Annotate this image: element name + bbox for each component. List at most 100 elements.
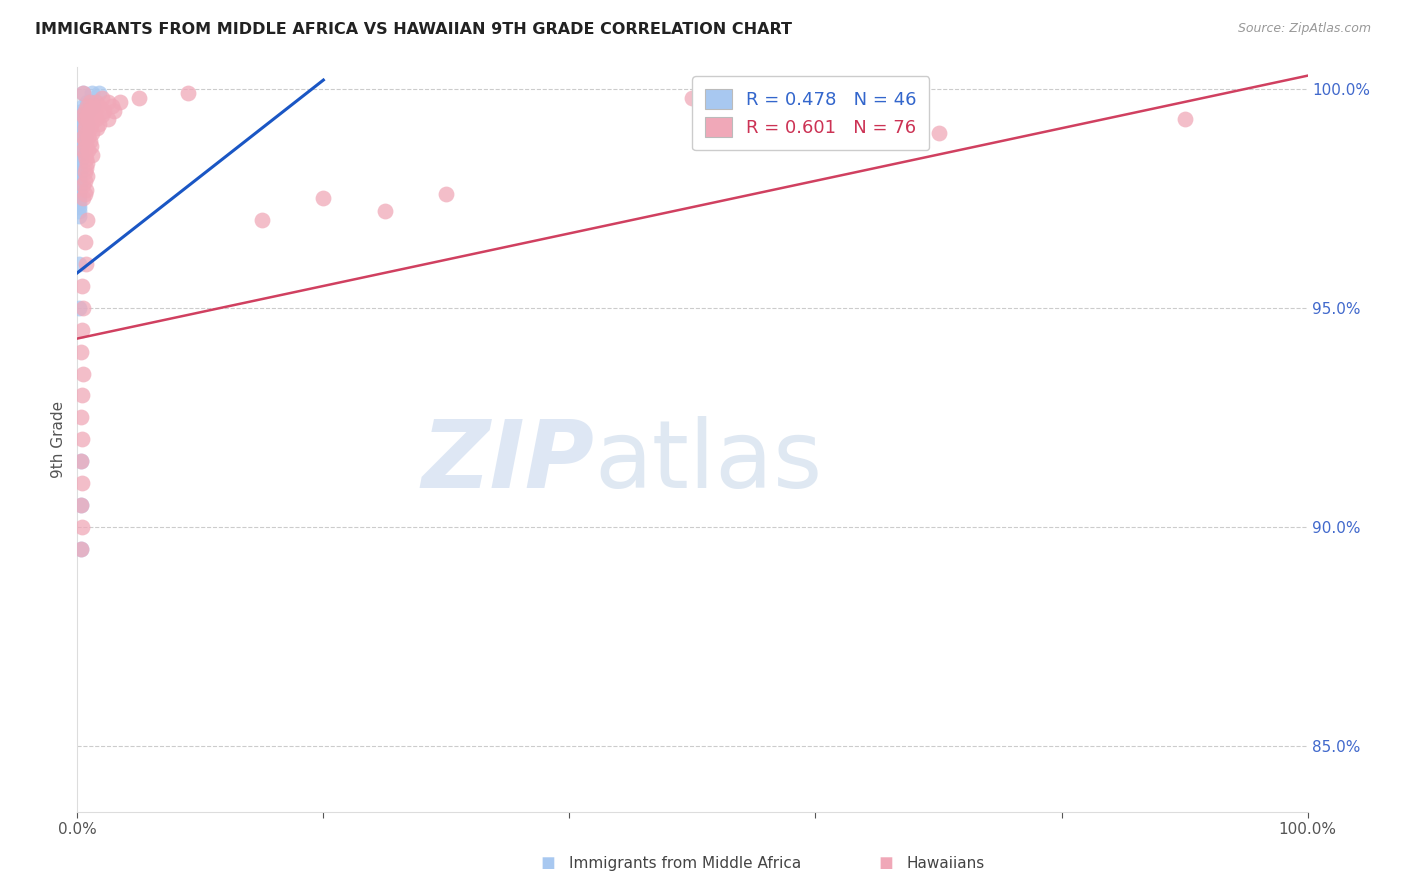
Point: [67, 204, 90, 219]
Point: [67, 183, 90, 197]
Point: [73, 112, 96, 127]
Point: [80, 138, 103, 153]
Point: [69, 165, 91, 179]
Point: [70, 541, 93, 556]
Point: [83, 103, 105, 118]
Point: [67, 195, 90, 210]
Point: [77, 143, 100, 157]
Point: [76, 99, 98, 113]
Point: [79, 95, 101, 109]
Point: [72, 130, 94, 145]
Point: [70, 279, 93, 293]
Point: [72, 191, 94, 205]
Point: [86, 121, 108, 136]
Point: [82, 108, 104, 122]
Point: [73, 112, 96, 127]
Point: [69, 152, 91, 166]
Point: [75, 117, 97, 131]
Point: [75, 152, 97, 166]
Point: [73, 130, 96, 145]
Point: [682, 90, 704, 104]
Point: [73, 174, 96, 188]
Point: [73, 186, 96, 201]
Point: [89, 117, 111, 131]
Point: [82, 147, 104, 161]
Point: [73, 235, 96, 249]
Point: [75, 161, 97, 175]
Point: [76, 108, 98, 122]
Text: Source: ZipAtlas.com: Source: ZipAtlas.com: [1237, 22, 1371, 36]
Point: [70, 147, 93, 161]
Point: [73, 121, 96, 136]
Point: [70, 520, 93, 534]
Point: [70, 454, 93, 468]
Point: [90, 108, 114, 122]
Point: [250, 213, 273, 227]
Point: [67, 257, 90, 271]
Point: [75, 121, 97, 136]
Point: [70, 454, 93, 468]
Point: [70, 476, 93, 491]
Point: [77, 112, 100, 127]
Point: [70, 112, 93, 127]
Point: [70, 410, 93, 425]
Point: [84, 112, 107, 127]
Point: [72, 108, 94, 122]
Point: [76, 213, 98, 227]
Point: [82, 99, 104, 113]
Point: [76, 99, 98, 113]
Point: [312, 191, 335, 205]
Point: [76, 156, 98, 170]
Point: [70, 138, 93, 153]
Point: [67, 301, 90, 315]
Point: [76, 117, 98, 131]
Point: [110, 95, 132, 109]
Point: [374, 204, 396, 219]
Point: [82, 126, 104, 140]
Text: Immigrants from Middle Africa: Immigrants from Middle Africa: [569, 856, 801, 871]
Point: [75, 183, 97, 197]
Point: [76, 95, 98, 109]
Point: [69, 126, 91, 140]
Point: [79, 103, 101, 118]
Point: [77, 130, 100, 145]
Point: [75, 257, 97, 271]
Text: ◼: ◼: [879, 855, 893, 872]
Point: [72, 143, 94, 157]
Point: [73, 134, 96, 148]
Point: [70, 432, 93, 446]
Point: [72, 86, 94, 100]
Point: [72, 367, 94, 381]
Point: [82, 99, 104, 113]
Point: [84, 95, 107, 109]
Point: [177, 86, 200, 100]
Point: [70, 498, 93, 512]
Point: [70, 103, 93, 118]
Point: [97, 112, 120, 127]
Point: [101, 99, 124, 113]
Legend: R = 0.478   N = 46, R = 0.601   N = 76: R = 0.478 N = 46, R = 0.601 N = 76: [692, 76, 929, 150]
Point: [79, 95, 101, 109]
Point: [72, 86, 94, 100]
Point: [69, 134, 91, 148]
Point: [73, 103, 96, 118]
Point: [72, 108, 94, 122]
Point: [90, 90, 114, 104]
Point: [80, 117, 103, 131]
Point: [70, 388, 93, 402]
Point: [72, 126, 94, 140]
Point: [69, 156, 91, 170]
Point: [70, 541, 93, 556]
Point: [75, 138, 97, 153]
Point: [72, 178, 94, 193]
Point: [67, 174, 90, 188]
Point: [436, 186, 458, 201]
Point: [70, 498, 93, 512]
Point: [70, 121, 93, 136]
Point: [77, 103, 100, 118]
Point: [75, 108, 97, 122]
Point: [75, 126, 97, 140]
Point: [67, 209, 90, 223]
Point: [70, 323, 93, 337]
Text: atlas: atlas: [595, 416, 823, 508]
